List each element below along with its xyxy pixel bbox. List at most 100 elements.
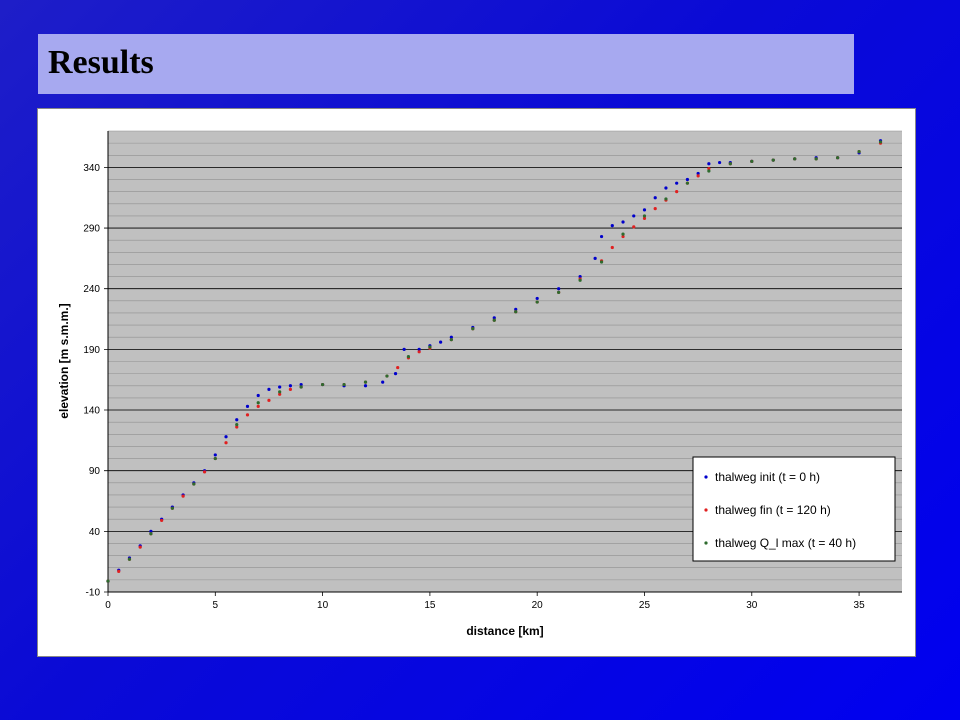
legend-marker <box>704 475 708 479</box>
data-point-series-3 <box>170 506 174 510</box>
data-point-series-1 <box>675 181 679 185</box>
data-point-series-2 <box>653 207 657 211</box>
data-point-series-2 <box>117 569 121 573</box>
data-point-series-1 <box>578 274 582 279</box>
data-point-series-1 <box>288 384 293 388</box>
data-point-series-3 <box>492 318 496 322</box>
y-tick-label: 40 <box>89 527 101 538</box>
data-point-series-1 <box>224 435 228 439</box>
data-point-series-1 <box>439 340 443 344</box>
data-point-series-1 <box>267 387 271 392</box>
data-point-series-2 <box>245 413 250 417</box>
data-point-series-1 <box>402 347 406 351</box>
data-point-series-3 <box>685 181 690 185</box>
data-point-series-1 <box>514 307 518 311</box>
data-point-series-1 <box>492 316 496 320</box>
chart-panel: -10 40 90 140 190 240 290 340 0 5 10 15 20 25 30 35 dis… <box>37 108 916 657</box>
x-tick-label: 35 <box>854 600 866 611</box>
data-point-series-1 <box>256 393 260 398</box>
data-point-series-1 <box>149 529 153 533</box>
data-point-series-2 <box>267 398 271 402</box>
data-points <box>106 139 883 583</box>
data-point-series-1 <box>235 418 239 422</box>
data-point-series-3 <box>578 278 582 282</box>
data-point-series-3 <box>363 380 368 384</box>
data-point-series-2 <box>707 167 711 171</box>
x-tick-label: 20 <box>532 600 544 611</box>
x-tick-label: 10 <box>317 600 329 611</box>
data-point-series-3 <box>642 214 647 218</box>
data-point-series-1 <box>417 347 421 351</box>
data-point-series-2 <box>696 174 700 178</box>
data-point-series-3 <box>406 355 411 359</box>
y-tick-label: 190 <box>83 345 100 356</box>
legend: thalweg init (t = 0 h) thalweg fin (t = 1… <box>692 456 896 562</box>
data-point-series-1 <box>621 220 625 224</box>
data-point-series-3 <box>599 260 604 264</box>
data-point-series-1 <box>599 234 604 239</box>
data-point-series-1 <box>381 380 385 384</box>
legend-label: thalweg Q_l max (t = 40 h) <box>715 536 856 550</box>
x-tick-label: 30 <box>746 600 758 611</box>
data-point-series-3 <box>535 300 539 304</box>
data-point-series-3 <box>299 385 303 389</box>
data-point-series-3 <box>192 482 196 486</box>
data-point-series-1 <box>707 162 711 166</box>
data-point-series-3 <box>707 169 711 173</box>
y-tick-label: 240 <box>83 284 100 295</box>
data-point-series-3 <box>793 157 797 161</box>
data-point-series-1 <box>557 287 561 291</box>
legend-marker <box>704 541 708 545</box>
data-point-series-3 <box>320 382 325 387</box>
data-point-series-1 <box>642 208 647 212</box>
data-point-series-2 <box>224 441 228 445</box>
data-point-series-1 <box>696 171 700 176</box>
data-point-series-1 <box>299 382 303 387</box>
data-point-series-2 <box>235 425 239 429</box>
data-point-series-2 <box>642 216 647 220</box>
data-point-series-3 <box>106 579 110 583</box>
x-tick-label: 25 <box>639 600 651 611</box>
data-point-series-1 <box>449 335 453 339</box>
data-point-series-1 <box>632 214 636 218</box>
data-point-series-1 <box>610 224 614 228</box>
data-point-series-1 <box>393 372 398 376</box>
legend-label: thalweg fin (t = 120 h) <box>715 503 831 517</box>
data-point-series-1 <box>535 296 539 301</box>
data-point-series-2 <box>675 190 679 194</box>
x-tick-label: 15 <box>424 600 436 611</box>
data-point-series-2 <box>288 387 293 392</box>
y-tick-label: -10 <box>86 588 101 599</box>
data-point-series-3 <box>149 532 153 536</box>
data-point-series-3 <box>127 557 132 561</box>
data-point-series-2 <box>181 494 185 498</box>
data-point-series-2 <box>417 350 421 354</box>
data-point-series-3 <box>213 456 217 461</box>
data-point-series-2 <box>202 470 207 474</box>
y-axis-title: elevation [m s.m.m.] <box>57 303 71 418</box>
data-point-series-2 <box>396 365 400 370</box>
slide-title: Results <box>48 44 154 81</box>
x-tick-label: 0 <box>105 600 111 611</box>
data-point-series-3 <box>771 158 775 162</box>
data-point-series-2 <box>621 234 625 239</box>
data-point-series-3 <box>664 197 668 201</box>
data-point-series-2 <box>256 404 260 408</box>
data-point-series-1 <box>685 177 690 182</box>
data-point-series-3 <box>235 422 239 427</box>
data-point-series-1 <box>593 256 597 260</box>
legend-label: thalweg init (t = 0 h) <box>715 470 820 484</box>
data-point-series-2 <box>278 392 282 396</box>
data-point-series-1 <box>664 186 668 190</box>
x-axis-title: distance [km] <box>466 624 543 638</box>
y-tick-label: 90 <box>89 466 101 477</box>
data-point-series-3 <box>621 232 625 236</box>
data-point-series-3 <box>557 290 561 294</box>
data-point-series-3 <box>449 338 453 342</box>
data-point-series-1 <box>278 385 282 389</box>
data-point-series-1 <box>213 453 217 457</box>
data-point-series-3 <box>385 374 389 378</box>
data-point-series-2 <box>160 518 164 523</box>
data-point-series-3 <box>278 390 282 394</box>
data-point-series-3 <box>256 401 260 405</box>
